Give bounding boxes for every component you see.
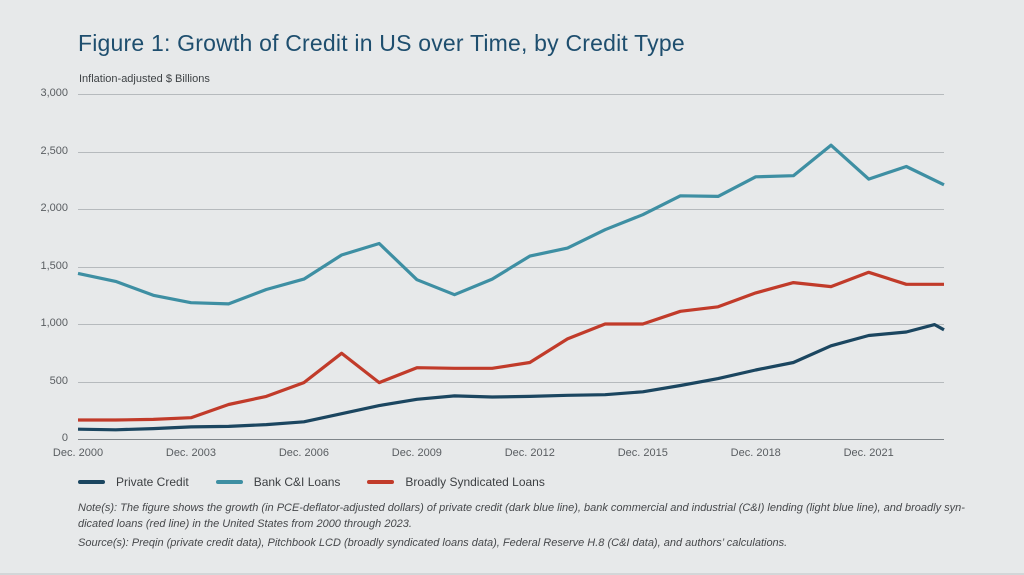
note-line: dicated loans (red line) in the United S… (78, 517, 412, 530)
y-tick-label: 500 (49, 374, 68, 387)
series-line-broadly-syndicated-loans (78, 270, 944, 422)
y-tick-label: 0 (61, 432, 68, 444)
x-tick-label: Dec. 2006 (278, 447, 329, 459)
x-tick-label: Dec. 2018 (730, 447, 781, 459)
legend-item-bank-ci-loans: Bank C&I Loans (215, 475, 341, 489)
chart-legend: Private Credit Bank C&I Loans Broadly Sy… (78, 475, 572, 489)
legend-label: Private Credit (116, 475, 189, 489)
x-tick-label: Dec. 2003 (165, 447, 217, 459)
y-axis-units-label: Inflation-adjusted $ Billions (79, 73, 210, 85)
x-tick-label: Dec. 2021 (843, 447, 894, 459)
x-tick-label: Dec. 2000 (52, 447, 104, 459)
x-axis-zero-line (78, 439, 944, 440)
y-gridline (78, 324, 944, 325)
x-tick-label: Dec. 2015 (617, 447, 668, 459)
figure-title: Figure 1: Growth of Credit in US over Ti… (78, 30, 685, 56)
y-gridline (78, 94, 944, 95)
note-line: Note(s): The figure shows the growth (in… (78, 502, 965, 514)
y-tick-label: 1,500 (40, 259, 68, 272)
y-tick-label: 1,000 (40, 317, 68, 329)
legend-label: Bank C&I Loans (253, 475, 341, 489)
bank-ci-loans-line-swatch (215, 480, 243, 484)
private-credit-line-swatch (78, 480, 105, 484)
source-line: Source(s): Preqin (private credit data),… (78, 537, 788, 549)
legend-item-broadly-syndicated-loans: Broadly Syndicated Loans (367, 475, 545, 489)
y-gridline (78, 209, 944, 210)
figure-notes: Note(s): The figure shows the growth (in… (78, 501, 968, 552)
series-line-bank-c-i-loans (77, 143, 945, 306)
line-chart-plot-area (77, 143, 945, 432)
broadly-syndicated-loans-line-swatch (367, 480, 395, 484)
y-tick-label: 3,000 (40, 87, 68, 99)
x-tick-label: Dec. 2009 (391, 447, 442, 459)
x-tick-label: Dec. 2012 (504, 447, 555, 459)
y-tick-label: 2,000 (40, 202, 68, 214)
legend-item-private-credit: Private Credit (78, 475, 189, 489)
legend-label: Broadly Syndicated Loans (405, 475, 545, 489)
y-tick-label: 2,500 (40, 144, 68, 157)
series-line-private-credit (77, 323, 945, 432)
y-gridline (78, 381, 944, 383)
y-gridline (78, 151, 944, 153)
